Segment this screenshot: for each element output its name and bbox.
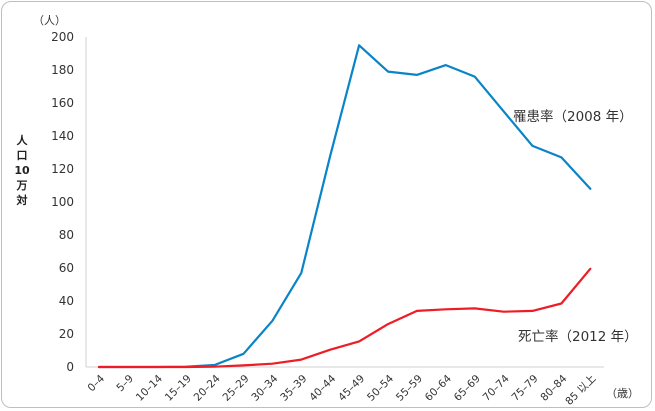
series-label-mortality: 死亡率（2012 年）	[518, 328, 638, 345]
x-axis: 0–4 5–910–1415–1920–2425–2930–3435–3940–4…	[85, 366, 604, 408]
x-tick-label: 20–24	[192, 372, 223, 403]
y-label-char: 対	[16, 193, 28, 207]
y-tick-label: 200	[51, 30, 74, 44]
x-tick-label: 35–39	[278, 373, 309, 404]
series-layer	[97, 44, 592, 369]
x-tick-label: 40–44	[307, 372, 338, 403]
y-tick-label: 180	[51, 63, 74, 77]
y-tick-label: 160	[51, 96, 74, 110]
x-tick-label: 25–29	[221, 373, 252, 404]
y-label-char: 人	[17, 133, 29, 147]
x-tick-label: 50–54	[365, 372, 396, 403]
x-tick-label: 10–14	[134, 372, 165, 403]
x-tick-label: 5–9	[114, 373, 136, 395]
y-tick-label: 20	[59, 327, 74, 341]
y-tick-label: 80	[59, 228, 74, 242]
x-unit-label: （歳）	[606, 387, 639, 400]
x-tick-label: 30–34	[249, 372, 280, 403]
series-label-incidence: 罹患率（2008 年）	[513, 108, 633, 125]
x-tick-label: 15–19	[163, 373, 194, 404]
y-tick-label: 100	[51, 195, 74, 209]
y-tick-label: 40	[59, 294, 74, 308]
x-tick-label: 60–64	[423, 372, 454, 403]
x-tick-label: 45–49	[336, 373, 367, 404]
series-line-incidence	[97, 44, 592, 369]
y-label-char: 口	[17, 149, 28, 162]
x-tick-label: 70–74	[481, 372, 512, 403]
x-tick-label: 65–69	[452, 373, 483, 404]
y-tick-label: 140	[51, 129, 74, 143]
x-tick-label: 75–79	[510, 373, 541, 404]
y-tick-label: 60	[59, 261, 74, 275]
y-tick-label: 0	[66, 360, 74, 374]
y-label-char: 万	[16, 179, 28, 192]
x-tick-label: 0–4	[85, 372, 107, 394]
x-tick-label: 85 以上	[563, 373, 598, 408]
x-tick-label: 55–59	[394, 373, 425, 404]
y-unit-label: （人）	[33, 14, 66, 27]
y-tick-label: 120	[51, 162, 74, 176]
series-line-mortality	[97, 267, 592, 369]
y-axis-label: 人口 10 万対	[14, 133, 30, 207]
y-axis: 0 20 40 60 80 100 120 140 160 180 200	[51, 30, 87, 374]
y-label-char: 10	[14, 164, 30, 177]
